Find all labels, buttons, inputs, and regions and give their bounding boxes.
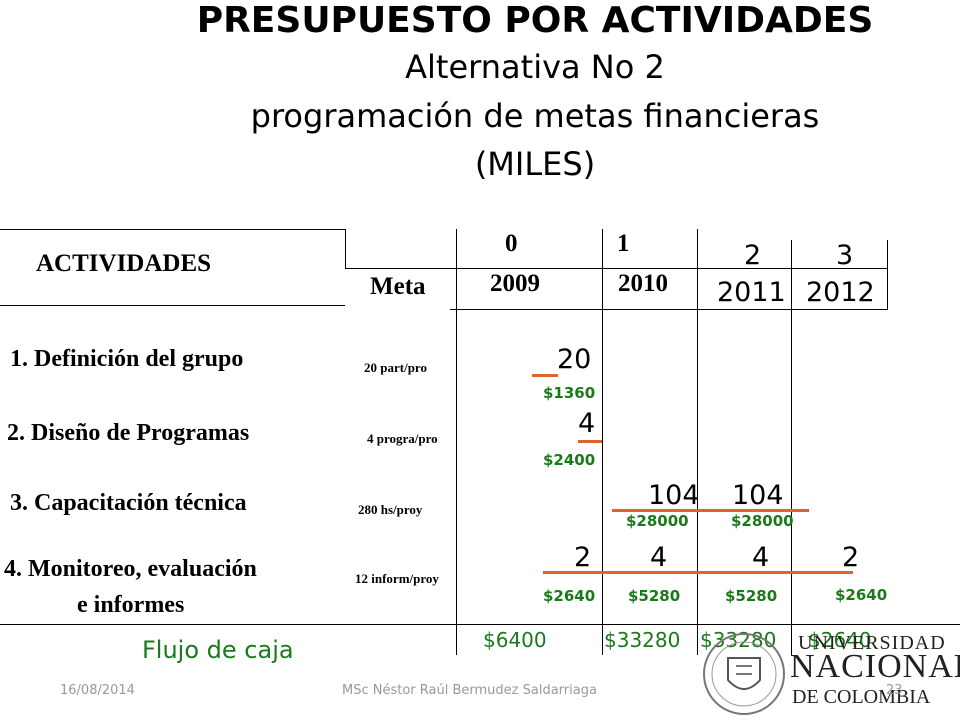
a4-cost-2010: $5280 xyxy=(628,587,681,605)
column-divider xyxy=(697,229,698,655)
a2-bar xyxy=(578,440,602,443)
activity-label-4-cont: e informes xyxy=(77,592,185,618)
column-divider xyxy=(456,229,457,655)
column-divider xyxy=(791,240,792,655)
logo-line-3: DE COLOMBIA xyxy=(792,686,931,708)
a4-quantity-2009: 2 xyxy=(574,542,592,573)
a2-cost: $2400 xyxy=(543,451,596,469)
table-header-border xyxy=(0,305,345,306)
period-year-2010: 2010 xyxy=(618,270,668,297)
a4-quantity-2010: 4 xyxy=(650,542,668,573)
table-header-border-3 xyxy=(450,309,888,310)
header-activities: ACTIVIDADES xyxy=(36,250,212,277)
period-year-2011: 2011 xyxy=(717,277,786,308)
page-subtitle-3: (MILES) xyxy=(474,145,596,183)
a3-cost-2010: $28000 xyxy=(626,512,689,530)
a4-cost-2012: $2640 xyxy=(835,586,888,604)
column-divider xyxy=(345,229,346,269)
activity-meta-1: 20 part/pro xyxy=(364,360,427,375)
cash-flow-2009: $6400 xyxy=(483,628,547,652)
a4-quantity-2011: 4 xyxy=(752,542,770,573)
footer-date: 16/08/2014 xyxy=(60,683,135,698)
a4-cost-2009: $2640 xyxy=(543,587,596,605)
activity-meta-3: 280 hs/proy xyxy=(358,502,423,517)
activity-label-1: 1. Definición del grupo xyxy=(10,346,244,372)
activity-label-3: 3. Capacitación técnica xyxy=(10,490,247,516)
period-year-2012: 2012 xyxy=(806,277,875,308)
footer-page-number: 23 xyxy=(886,683,903,698)
logo-line-2: NACIONAL xyxy=(790,648,960,685)
cash-flow-2012: $2640 xyxy=(808,628,872,652)
a3-quantity-2010: 104 xyxy=(648,480,700,511)
column-divider xyxy=(602,229,603,655)
footer-author: MSc Néstor Raúl Bermudez Saldarriaga xyxy=(342,683,597,698)
period-index-3: 3 xyxy=(836,240,854,271)
cash-flow-2010: $33280 xyxy=(604,628,681,652)
activity-label-2: 2. Diseño de Programas xyxy=(7,420,250,446)
a2-quantity: 4 xyxy=(578,408,596,439)
period-index-1: 1 xyxy=(617,230,630,257)
page-subtitle: Alternativa No 2 xyxy=(405,48,665,86)
header-meta: Meta xyxy=(370,273,426,300)
table-bottom-border xyxy=(0,624,960,625)
a1-bar xyxy=(532,374,558,377)
activity-meta-2: 4 progra/pro xyxy=(367,431,438,446)
a4-quantity-2012: 2 xyxy=(842,542,860,573)
page-title: PRESUPUESTO POR ACTIVIDADES xyxy=(196,0,874,41)
a4-bar xyxy=(543,571,853,574)
table-top-border xyxy=(0,229,345,230)
university-seal-icon xyxy=(700,628,788,720)
a3-quantity-2011: 104 xyxy=(732,480,784,511)
a1-quantity: 20 xyxy=(557,344,592,375)
table-header-border-2 xyxy=(345,268,888,269)
period-index-2: 2 xyxy=(744,240,762,271)
period-year-2009: 2009 xyxy=(490,270,540,297)
activity-label-4: 4. Monitoreo, evaluación xyxy=(4,556,257,582)
logo-line-1: UNIVERSIDAD xyxy=(798,632,946,654)
a4-cost-2011: $5280 xyxy=(725,587,778,605)
page-subtitle-2: programación de metas financieras xyxy=(250,97,820,135)
a1-cost: $1360 xyxy=(543,384,596,402)
a3-cost-2011: $28000 xyxy=(731,512,794,530)
column-divider xyxy=(887,240,888,310)
cash-flow-label: Flujo de caja xyxy=(142,636,294,664)
a3-bar xyxy=(612,509,809,512)
period-index-0: 0 xyxy=(505,230,518,257)
activity-meta-4: 12 inform/proy xyxy=(355,571,439,586)
